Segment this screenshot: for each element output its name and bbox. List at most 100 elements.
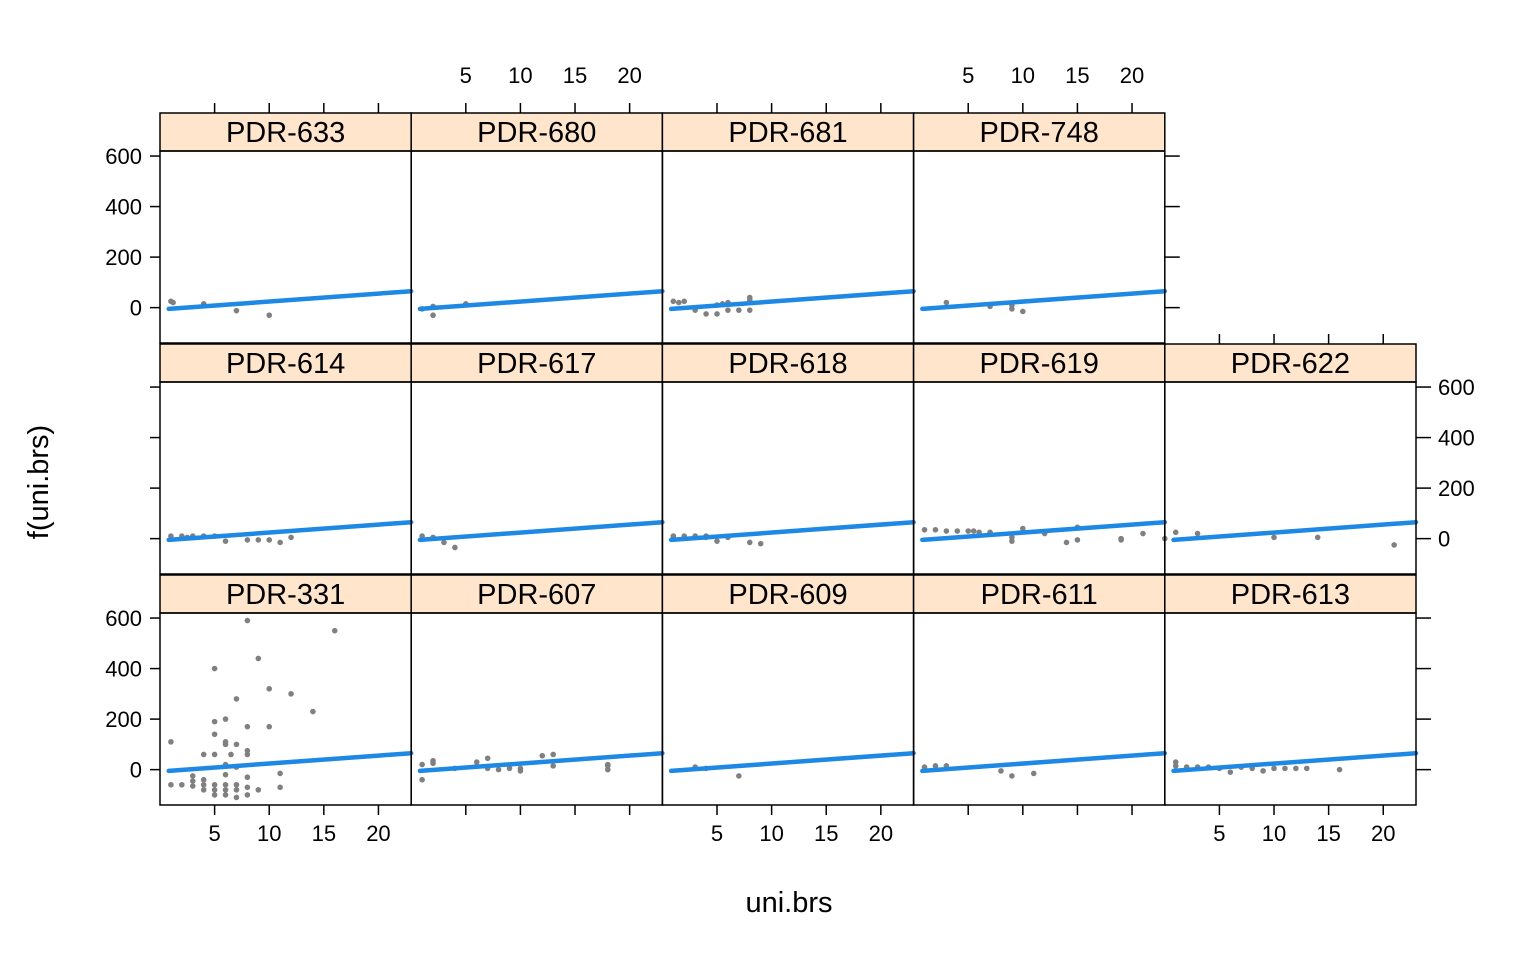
- data-point: [233, 741, 240, 748]
- panel-strip-label: PDR-680: [477, 117, 596, 149]
- data-point: [1271, 534, 1277, 541]
- data-point: [714, 311, 720, 317]
- data-point: [1260, 768, 1266, 774]
- fit-line: [166, 750, 414, 774]
- data-point: [168, 781, 174, 788]
- panel-pdr-331: PDR-331: [159, 574, 414, 806]
- panel-frame: [912, 612, 1166, 806]
- data-point: [277, 770, 283, 777]
- panel-strip-label: PDR-607: [477, 579, 596, 611]
- data-point: [266, 723, 273, 730]
- data-point: [473, 759, 480, 765]
- data-point: [550, 763, 556, 769]
- data-point: [550, 751, 556, 758]
- fit-line: [1171, 750, 1419, 774]
- panel-frame: [410, 150, 664, 344]
- panel-strip-label: PDR-614: [226, 348, 345, 380]
- panel-frame: [661, 381, 915, 575]
- data-point: [1303, 765, 1310, 772]
- data-point: [932, 763, 939, 769]
- fit-line: [668, 288, 916, 312]
- panel-strip: [410, 574, 664, 614]
- data-point: [277, 539, 283, 546]
- fit-line: [668, 750, 916, 774]
- data-point: [539, 752, 546, 759]
- panel-frame: [159, 381, 412, 575]
- data-point: [757, 540, 764, 547]
- data-point: [222, 781, 229, 788]
- data-point: [222, 792, 229, 798]
- data-point: [233, 794, 240, 801]
- data-point: [419, 776, 425, 783]
- data-point: [1227, 769, 1234, 775]
- data-point: [430, 312, 436, 319]
- data-point: [1009, 773, 1015, 779]
- fit-line: [166, 519, 414, 543]
- data-point: [1172, 763, 1179, 769]
- data-point: [1118, 535, 1124, 542]
- data-point: [1293, 765, 1299, 772]
- data-point: [222, 538, 229, 544]
- data-point: [211, 781, 218, 788]
- panel-frame: [1164, 381, 1417, 575]
- data-point: [921, 526, 928, 533]
- panels-layer: PDR-633 PDR-680 PDR-681 PDR-748 PDR-614 PDR-6…: [105, 63, 1474, 846]
- panel-pdr-633: PDR-633: [159, 112, 414, 344]
- data-point: [168, 739, 174, 745]
- data-point: [736, 307, 742, 313]
- panel-frame: [912, 150, 1166, 344]
- data-point: [681, 298, 688, 305]
- data-point: [1314, 534, 1321, 541]
- x-tick-label: 15: [814, 821, 838, 846]
- data-point: [517, 765, 524, 772]
- panel-strip-label: PDR-611: [981, 579, 1098, 611]
- fit-line: [920, 750, 1168, 774]
- data-point: [233, 781, 240, 788]
- data-point: [222, 771, 229, 778]
- data-point: [189, 773, 196, 779]
- data-point: [495, 766, 502, 773]
- fit-line: [668, 519, 916, 543]
- data-point: [222, 739, 229, 745]
- data-point: [430, 757, 436, 764]
- data-point: [998, 768, 1004, 774]
- data-point: [970, 528, 977, 534]
- data-point: [1009, 534, 1015, 541]
- x-tick-label: 10: [257, 821, 281, 846]
- data-point: [506, 765, 513, 772]
- data-point: [954, 528, 961, 534]
- data-point: [484, 755, 491, 762]
- x-tick-label: 15: [1316, 821, 1340, 846]
- data-point: [233, 787, 240, 793]
- panel-frame: [159, 612, 412, 806]
- data-point: [211, 792, 218, 798]
- y-tick-label: 600: [1438, 375, 1475, 400]
- data-point: [1030, 770, 1037, 777]
- data-point: [1282, 765, 1288, 772]
- panel-strip: [912, 343, 1166, 383]
- panel-strip: [159, 343, 412, 383]
- panel-strip: [661, 574, 915, 614]
- data-point: [331, 627, 338, 634]
- x-tick-label: 5: [1213, 821, 1225, 846]
- data-point: [965, 528, 972, 534]
- x-tick-label: 10: [1011, 63, 1035, 88]
- data-point: [1063, 539, 1070, 546]
- panel-strip: [661, 343, 915, 383]
- y-tick-label: 0: [130, 758, 142, 783]
- data-point: [277, 784, 283, 791]
- data-point: [244, 617, 251, 624]
- panel-strip: [159, 574, 412, 614]
- data-point: [222, 716, 229, 722]
- panel-strip-label: PDR-331: [226, 579, 345, 611]
- data-point: [179, 781, 185, 788]
- data-point: [1172, 529, 1179, 536]
- panel-pdr-619: PDR-619: [912, 343, 1168, 575]
- y-tick-label: 600: [105, 144, 142, 169]
- panel-pdr-618: PDR-618: [661, 343, 916, 575]
- data-point: [233, 696, 240, 702]
- data-point: [200, 781, 207, 788]
- data-point: [943, 528, 950, 534]
- panel-frame: [661, 612, 915, 806]
- data-point: [1020, 308, 1026, 315]
